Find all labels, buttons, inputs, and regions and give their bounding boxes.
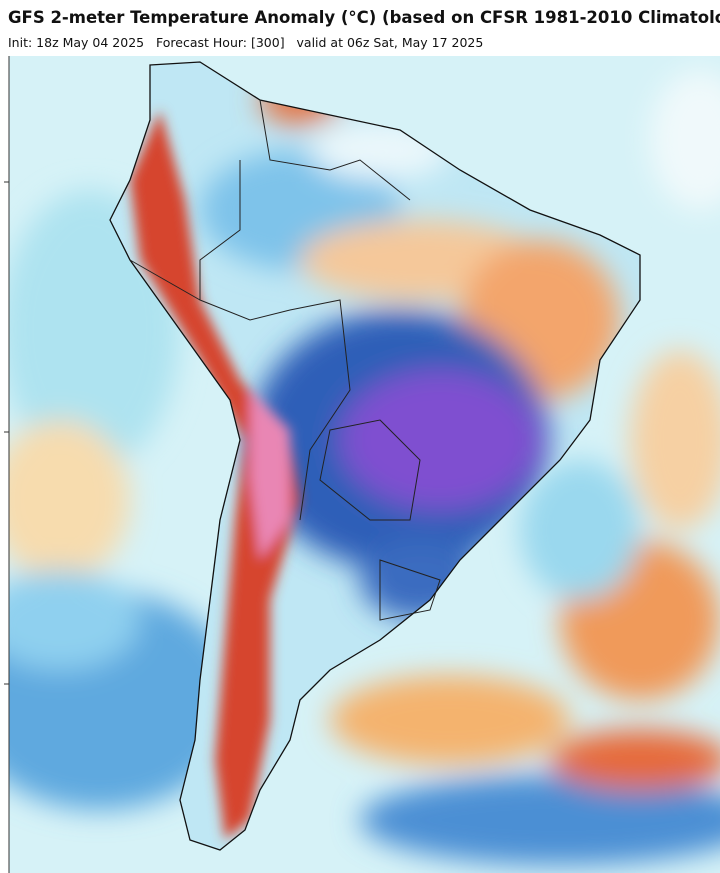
anomaly-map [4, 56, 720, 873]
map-subtitle: Init: 18z May 04 2025 Forecast Hour: [30… [8, 35, 484, 50]
borders [129, 99, 441, 621]
map-title: GFS 2-meter Temperature Anomaly (°C) (ba… [8, 8, 720, 27]
lat-ticks [4, 181, 9, 685]
ocean-anomalies [9, 70, 720, 865]
field [9, 56, 720, 873]
coastline [109, 61, 641, 851]
